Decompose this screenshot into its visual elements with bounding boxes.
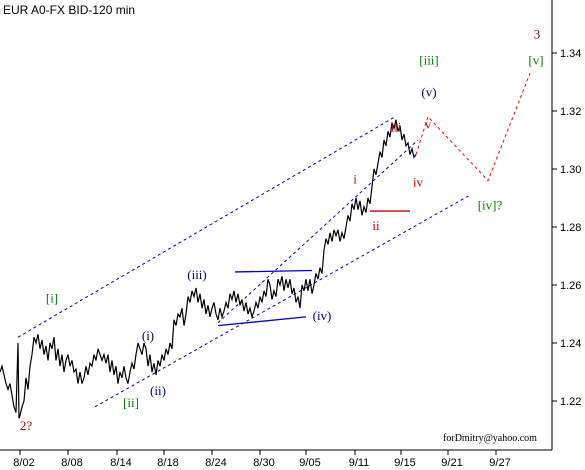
chart-title: EUR A0-FX BID-120 min xyxy=(3,3,135,17)
x-tick-label: 8/02 xyxy=(13,457,34,469)
y-tick-label: 1.30 xyxy=(560,164,581,176)
wave-label: (iii) xyxy=(187,267,207,282)
y-tick-label: 1.32 xyxy=(560,106,581,118)
x-tick-label: 9/11 xyxy=(349,457,370,469)
price-line xyxy=(0,119,417,419)
x-tick-label: 8/08 xyxy=(61,457,82,469)
x-tick-label: 9/21 xyxy=(441,457,462,469)
forecast-line xyxy=(415,73,531,182)
wave-label: [iv]? xyxy=(478,198,503,213)
x-tick-label: 9/05 xyxy=(299,457,320,469)
wave-label: [ii] xyxy=(123,395,139,410)
y-tick-label: 1.26 xyxy=(560,280,581,292)
x-tick-label: 8/30 xyxy=(253,457,274,469)
wave-label: (v) xyxy=(421,85,436,100)
wave-label: v xyxy=(425,116,432,131)
wave-label: 3 xyxy=(534,27,541,42)
channel-line xyxy=(17,116,396,338)
x-tick-label: 8/24 xyxy=(205,457,226,469)
x-tick-label: 9/27 xyxy=(489,457,510,469)
wave-label: (ii) xyxy=(150,383,166,398)
wave-label: (i) xyxy=(142,328,154,343)
y-tick-label: 1.22 xyxy=(560,396,581,408)
wave-label: ii xyxy=(372,218,380,233)
credit-text: forDmitry@yahoo.com xyxy=(443,433,537,444)
x-tick-label: 8/18 xyxy=(157,457,178,469)
price-series xyxy=(0,119,417,419)
triangle-line xyxy=(217,316,307,327)
wave-label: [iii] xyxy=(419,53,439,68)
x-tick-label: 9/15 xyxy=(394,457,415,469)
wave-label: 2? xyxy=(20,418,33,433)
y-tick-label: 1.34 xyxy=(560,48,581,60)
triangle-lines xyxy=(217,269,313,327)
wave-label: [v] xyxy=(528,53,543,68)
forecast-path xyxy=(415,73,531,182)
wave-label: [i] xyxy=(46,290,58,305)
x-tick-label: 8/14 xyxy=(110,457,131,469)
wave-label: (iv) xyxy=(313,308,332,323)
wave-label: iv xyxy=(413,174,424,189)
triangle-line xyxy=(234,269,313,273)
y-tick-label: 1.24 xyxy=(560,338,581,350)
y-tick-label: 1.28 xyxy=(560,222,581,234)
channel-lines xyxy=(17,116,471,408)
wave-label: i xyxy=(353,172,357,187)
wave-label: iii xyxy=(391,119,402,134)
